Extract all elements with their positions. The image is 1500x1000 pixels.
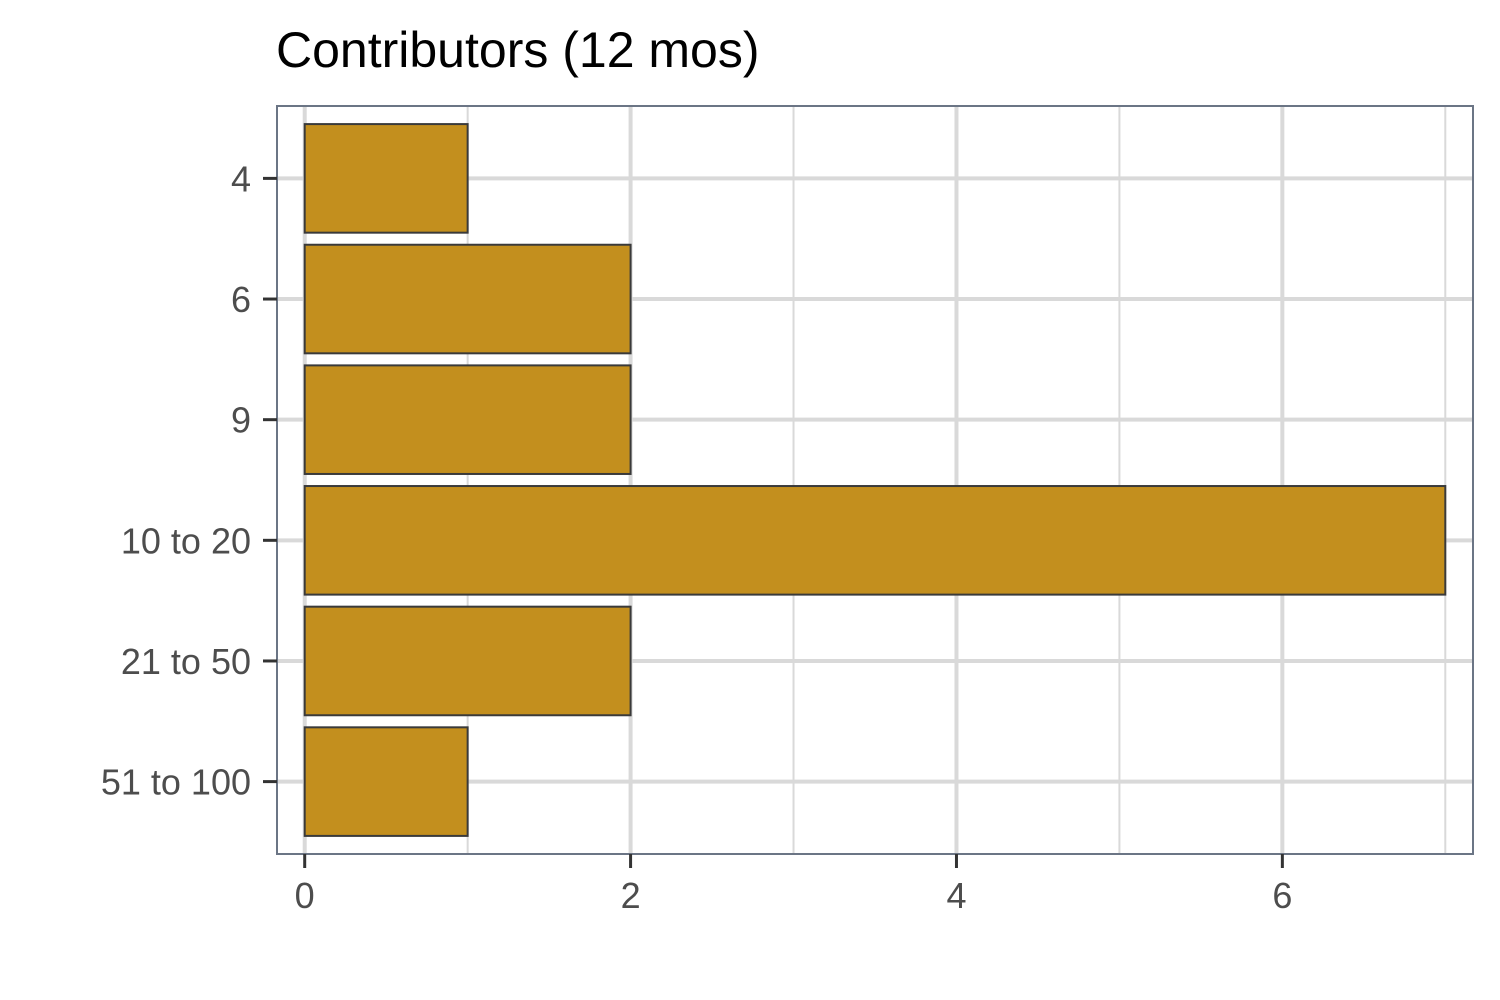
y-axis: 4 6 9 10 to 20 21 to 50 51 to 100 [101, 158, 277, 803]
y-tick-label: 9 [231, 400, 251, 441]
bars [303, 123, 1447, 837]
bar [303, 726, 469, 837]
y-tick-label: 10 to 20 [121, 520, 251, 561]
y-tick-label: 6 [231, 279, 251, 320]
bar [303, 243, 632, 355]
x-tick-label: 0 [295, 875, 315, 916]
y-tick-label: 51 to 100 [101, 762, 251, 803]
chart-title: Contributors (12 mos) [276, 22, 760, 78]
x-tick-label: 6 [1272, 875, 1292, 916]
x-axis: 0 2 4 6 [295, 854, 1292, 916]
panel-border [276, 105, 1474, 855]
x-tick-label: 4 [946, 875, 966, 916]
bar [303, 485, 1447, 596]
bar [303, 605, 632, 717]
x-tick-label: 2 [621, 875, 641, 916]
y-tick-label: 21 to 50 [121, 641, 251, 682]
y-tick-label: 4 [231, 158, 251, 199]
bar [303, 364, 632, 475]
bar [303, 123, 469, 234]
